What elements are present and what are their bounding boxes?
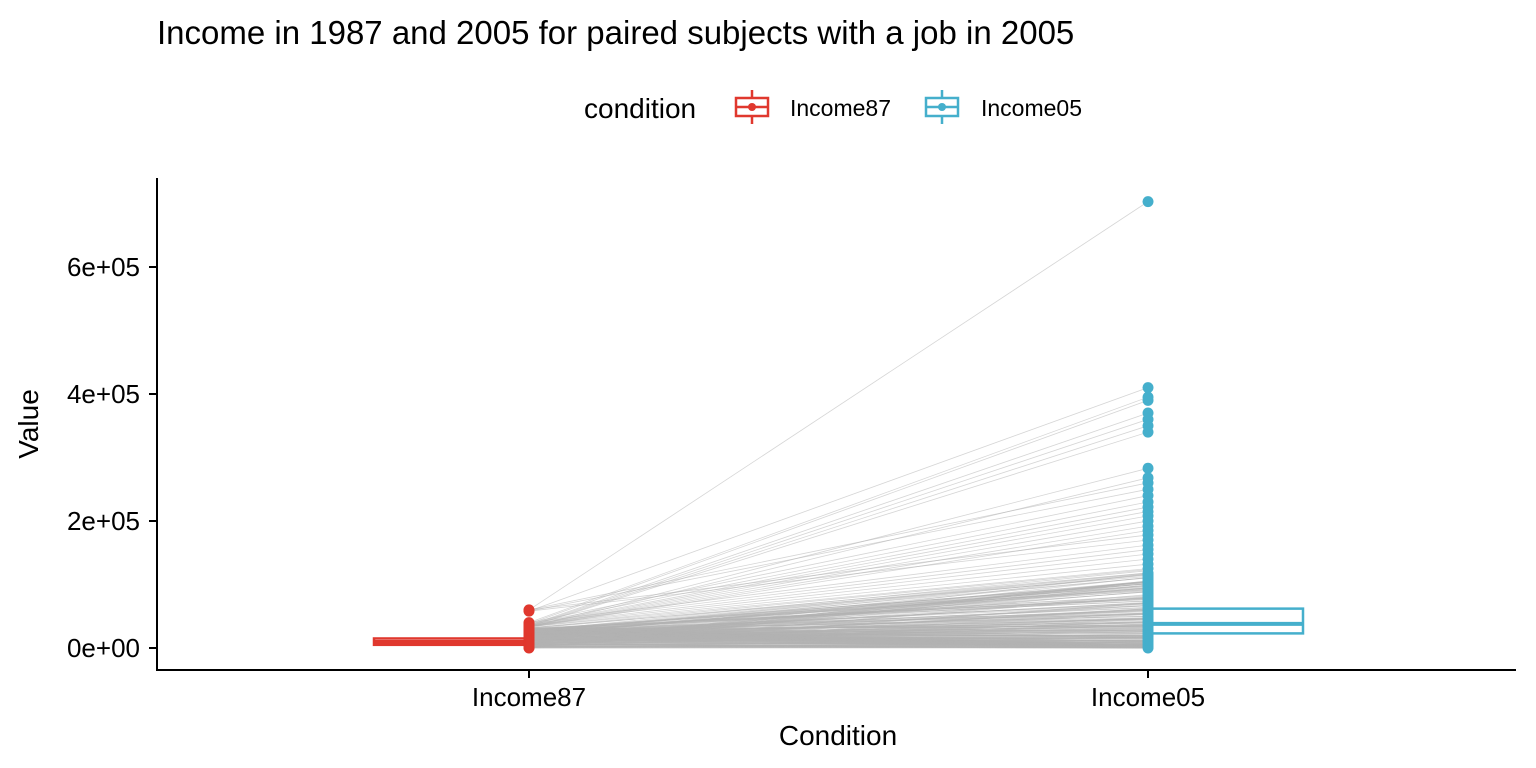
pair-line [528,643,1149,648]
pair-line [528,553,1149,626]
pair-line [528,544,1149,623]
box-income87 [372,627,531,648]
pair-line [528,572,1149,632]
pair-line [528,569,1149,629]
pair-line [528,597,1149,631]
point-income05 [1142,382,1154,394]
pair-line [528,399,1149,625]
y-ticks: 0e+00 2e+05 4e+05 6e+05 [67,252,157,663]
pair-line [528,201,1149,611]
y-tick-label: 2e+05 [67,506,140,536]
axes [156,178,1516,671]
pair-line [528,596,1149,631]
pair-line [528,534,1149,611]
point-income87 [523,605,535,617]
pair-line [528,549,1149,625]
pair-line [528,425,1149,627]
pair-line [528,539,1149,612]
point-income05 [1142,196,1154,208]
point-income05 [1142,426,1154,438]
y-tick-label: 6e+05 [67,252,140,282]
chart-title: Income in 1987 and 2005 for paired subje… [157,14,1074,51]
x-tick-label: Income05 [1091,682,1205,712]
pair-line [528,488,1149,612]
pair-line [528,419,1149,627]
legend-key-income87 [734,90,770,124]
legend: condition Income87 Income05 [584,90,1082,124]
pair-line [528,618,1149,642]
box-iqr [1146,607,1305,635]
point-income05 [1142,462,1154,474]
pair-line [528,558,1149,627]
pair-line [528,639,1149,648]
x-ticks: Income87 Income05 [472,670,1205,712]
pair-line [528,626,1149,636]
point-income87 [523,622,535,634]
pair-line [528,613,1149,631]
pair-line [528,597,1149,637]
data-points [523,196,1154,654]
point-income05 [1142,567,1154,579]
pair-line [528,506,1149,626]
x-axis-label: Condition [779,720,897,751]
point-income05 [1142,394,1154,406]
pair-line [528,396,1149,623]
pair-line [528,520,1149,628]
pair-line [528,495,1149,623]
pair-line [528,568,1149,628]
pair-line [528,431,1149,628]
y-axis-label: Value [13,389,44,459]
pair-line [528,477,1149,628]
pair-line [528,644,1149,649]
pair-line [528,617,1149,631]
pair-line [528,482,1149,611]
legend-label-income05: Income05 [981,95,1082,121]
pair-line [528,412,1149,626]
pair-line [528,501,1149,625]
y-tick-label: 4e+05 [67,379,140,409]
legend-key-income05 [924,90,960,124]
pair-line [528,605,1149,638]
pair-line [528,641,1149,645]
pair-lines [528,201,1149,649]
pair-line [528,573,1149,633]
y-tick-label: 0e+00 [67,633,140,663]
pair-line [528,387,1149,612]
pair-line [528,525,1149,628]
pair-line [528,467,1149,628]
pair-line [528,618,1149,637]
legend-label-income87: Income87 [790,95,891,121]
pair-line [528,511,1149,627]
pair-line [528,515,1149,627]
x-tick-label: Income87 [472,682,586,712]
box-income05 [1146,573,1305,648]
legend-title: condition [584,93,696,124]
pair-line [528,572,1149,629]
pair-line [528,563,1149,627]
